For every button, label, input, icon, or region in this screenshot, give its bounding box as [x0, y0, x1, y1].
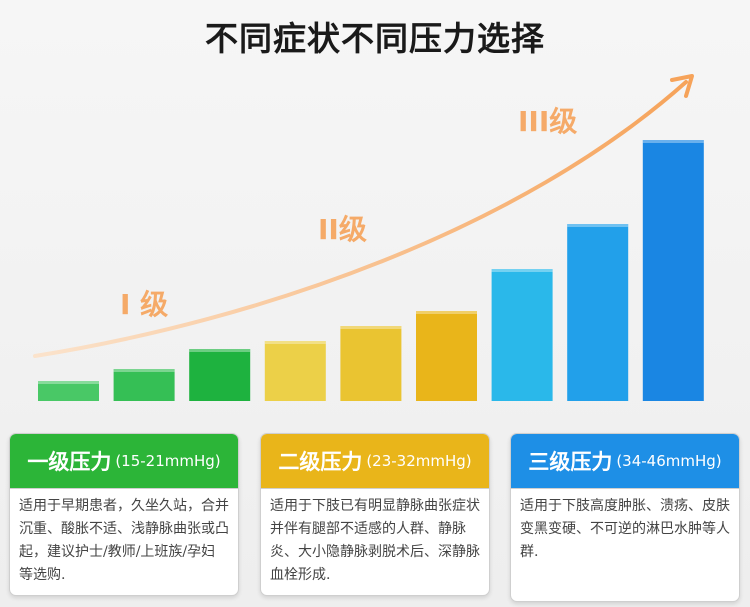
card-level-3-desc: 适用于下肢高度肿胀、溃疡、皮肤变黑变硬、不可逆的淋巴水肿等人群.	[520, 498, 730, 560]
card-level-3-header: 三级压力 (34-46mmHg)	[511, 434, 739, 489]
bar-group	[38, 140, 704, 401]
card-level-2-desc: 适用于下肢已有明显静脉曲张症状并伴有腿部不适感的人群、静脉炎、大小隐静脉剥脱术后…	[270, 498, 480, 583]
trend-arrow-head	[670, 74, 694, 98]
page-title: 不同症状不同压力选择	[205, 19, 545, 58]
bar-4-highlight	[264, 341, 326, 344]
level-3-label: III级	[518, 105, 578, 138]
bar-8	[567, 224, 629, 401]
bar-1	[38, 381, 99, 401]
card-level-3-range: (34-46mmHg)	[616, 452, 722, 470]
card-level-1: 一级压力 (15-21mmHg) 适用于早期患者，久坐久站，合并沉重、酸胀不适、…	[9, 433, 239, 596]
trend-curve	[33, 80, 688, 358]
bar-7	[491, 269, 553, 401]
bar-3	[189, 349, 251, 401]
bar-5-highlight	[340, 326, 402, 329]
card-level-1-range: (15-21mmHg)	[115, 452, 221, 470]
bar-4	[264, 341, 326, 401]
level-2-label: II级	[318, 213, 367, 246]
card-level-1-name: 一级压力	[27, 450, 112, 474]
bar-2	[113, 369, 175, 401]
bar-3-highlight	[189, 349, 251, 352]
card-level-2-name: 二级压力	[278, 450, 363, 474]
bar-5	[340, 326, 402, 401]
card-level-2-range: (23-32mmHg)	[366, 452, 472, 470]
bar-6	[416, 311, 477, 401]
bar-2-highlight	[113, 369, 175, 372]
card-level-1-desc: 适用于早期患者，久坐久站，合并沉重、酸胀不适、浅静脉曲张或凸起，建议护士/教师/…	[19, 498, 229, 583]
bar-7-highlight	[491, 269, 553, 272]
card-level-3-name: 三级压力	[528, 450, 613, 474]
card-level-2-header: 二级压力 (23-32mmHg)	[261, 434, 489, 489]
bar-1-highlight	[38, 381, 99, 384]
bar-9	[642, 140, 704, 401]
pressure-chart	[33, 74, 704, 401]
card-level-1-header: 一级压力 (15-21mmHg)	[10, 434, 238, 489]
bar-9-highlight	[642, 140, 704, 143]
bar-6-highlight	[416, 311, 477, 314]
card-level-3: 三级压力 (34-46mmHg) 适用于下肢高度肿胀、溃疡、皮肤变黑变硬、不可逆…	[510, 433, 740, 602]
card-level-2: 二级压力 (23-32mmHg) 适用于下肢已有明显静脉曲张症状并伴有腿部不适感…	[260, 433, 490, 596]
level-1-label: I 级	[120, 288, 169, 321]
bar-8-highlight	[567, 224, 629, 227]
